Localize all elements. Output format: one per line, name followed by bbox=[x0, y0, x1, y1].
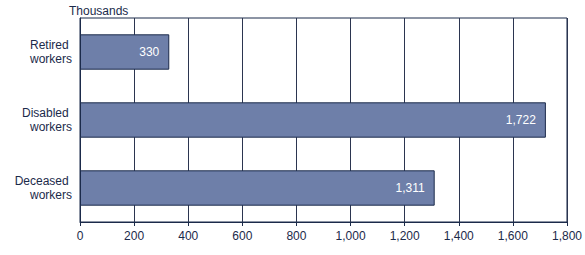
svg-text:400: 400 bbox=[178, 229, 198, 243]
svg-text:1,600: 1,600 bbox=[498, 229, 528, 243]
svg-text:Thousands: Thousands bbox=[69, 4, 128, 18]
svg-text:1,000: 1,000 bbox=[336, 229, 366, 243]
svg-text:Deceased: Deceased bbox=[15, 174, 72, 188]
svg-text:1,722: 1,722 bbox=[506, 113, 536, 127]
svg-text:800: 800 bbox=[286, 229, 306, 243]
svg-text:workers: workers bbox=[29, 52, 72, 66]
svg-text:1,200: 1,200 bbox=[390, 229, 420, 243]
svg-text:1,400: 1,400 bbox=[444, 229, 474, 243]
svg-text:0: 0 bbox=[77, 229, 84, 243]
svg-text:600: 600 bbox=[232, 229, 252, 243]
svg-text:200: 200 bbox=[124, 229, 144, 243]
svg-text:Disabled: Disabled bbox=[22, 106, 72, 120]
svg-text:Retired: Retired bbox=[30, 38, 72, 52]
svg-text:1,800: 1,800 bbox=[552, 229, 582, 243]
svg-text:1,311: 1,311 bbox=[396, 181, 425, 195]
svg-text:workers: workers bbox=[29, 188, 72, 202]
svg-text:workers: workers bbox=[29, 120, 72, 134]
svg-text:330: 330 bbox=[139, 45, 159, 59]
